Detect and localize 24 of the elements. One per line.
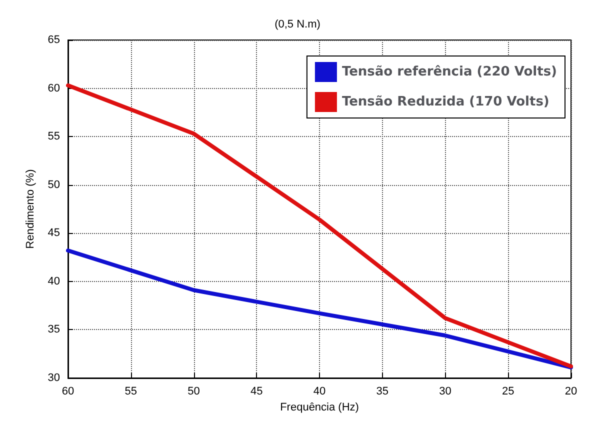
x-axis-title: Frequência (Hz) (280, 401, 359, 414)
x-tick-label: 20 (564, 386, 578, 398)
y-tick-label: 60 (48, 82, 60, 94)
x-tick-label: 40 (313, 386, 326, 398)
y-tick-label: 55 (48, 130, 60, 143)
y-tick-label: 40 (48, 275, 60, 288)
y-tick-label: 35 (48, 324, 60, 336)
x-tick-label: 50 (188, 386, 200, 398)
y-tick-label: 50 (48, 178, 60, 191)
y-tick-label: 30 (48, 372, 60, 384)
x-tick-label: 30 (439, 386, 452, 398)
x-tick-label: 25 (502, 386, 514, 398)
x-tick-label: 35 (376, 386, 388, 398)
y-axis-title: Rendimento (%) (24, 169, 36, 249)
legend-label: Tensão referência (220 Volts) (342, 64, 558, 80)
y-tick-label: 65 (48, 34, 60, 46)
chart-title: (0,5 N.m) (274, 18, 320, 30)
x-tick-label: 45 (250, 386, 263, 398)
x-tick-label: 60 (62, 386, 74, 398)
x-tick-label: 55 (124, 386, 137, 398)
y-tick-label: 45 (48, 227, 60, 240)
line-series (66, 83, 573, 368)
legend-label: Tensão Reduzida (170 Volts) (342, 94, 550, 110)
line-series (66, 248, 573, 370)
